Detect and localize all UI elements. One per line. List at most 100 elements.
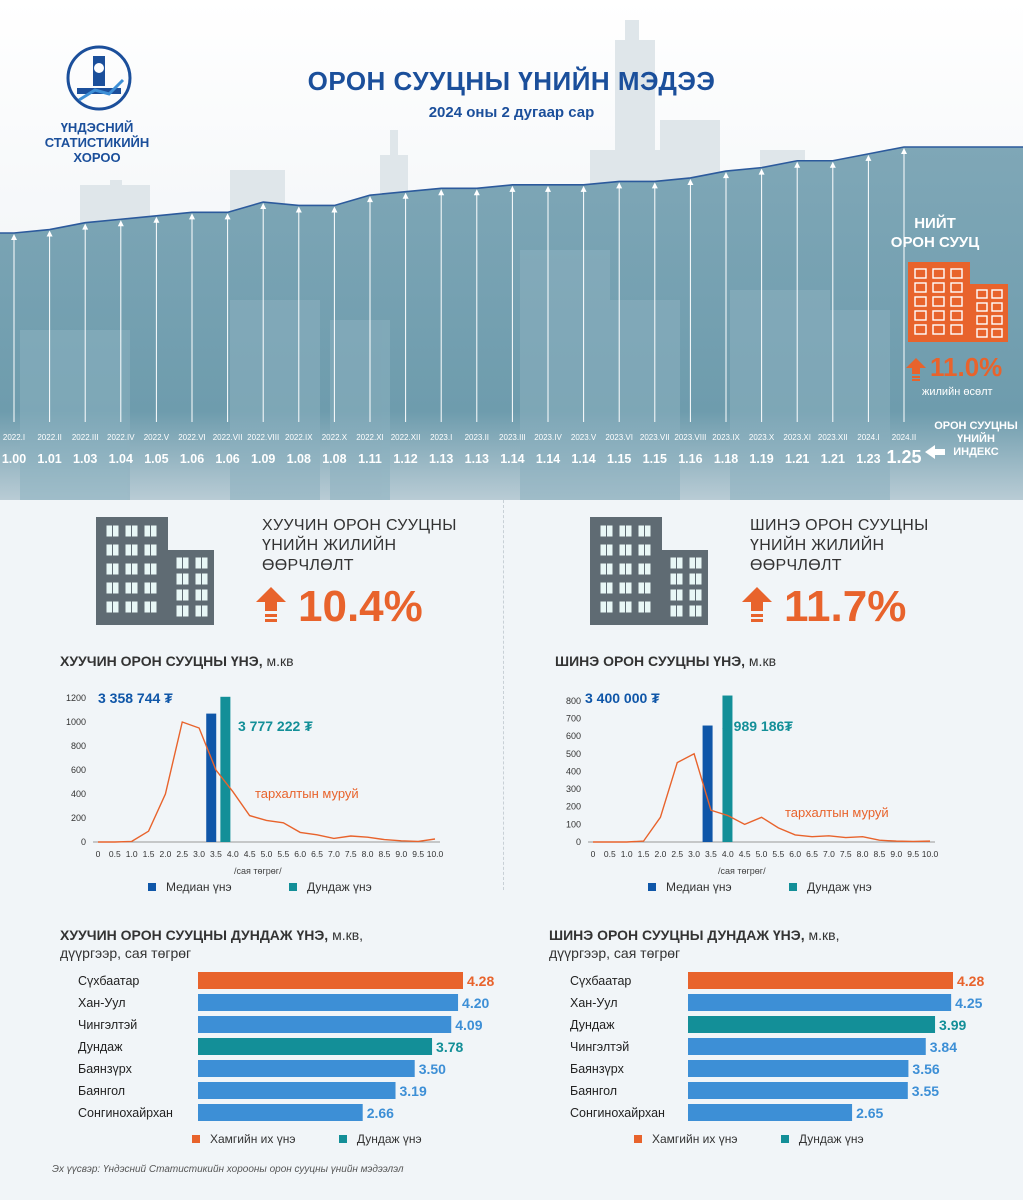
arrow-head-icon: [545, 185, 551, 192]
mean-bar: [722, 695, 733, 842]
index-value: 1.25: [886, 447, 921, 467]
window: [950, 310, 963, 321]
district-label: Хан-Уул: [570, 996, 618, 1010]
nso-logo-icon: [66, 45, 132, 111]
month-label: 2022.V: [144, 433, 170, 442]
old-change-title-line: ҮНИЙН ЖИЛИЙН: [262, 537, 397, 554]
month-label: 2022.XI: [356, 433, 384, 442]
district-label: Баянгол: [78, 1084, 125, 1098]
district-bar: [198, 994, 459, 1011]
old-change-title-line: ХУУЧИН ОРОН СУУЦНЫ: [262, 517, 457, 534]
x-tick-label: 1.5: [638, 849, 650, 859]
district-label: Сүхбаатар: [78, 974, 139, 988]
district-bar: [688, 972, 953, 989]
x-tick-label: 2.0: [654, 849, 666, 859]
mean-bar: [220, 696, 231, 842]
legend-avg: Дундаж үнэ: [356, 1132, 422, 1146]
column-divider: [503, 500, 504, 890]
x-tick-label: 7.0: [823, 849, 835, 859]
month-label: 2023.V: [571, 433, 597, 442]
month-label: 2023.X: [749, 433, 775, 442]
old-district-bar-chart: Сүхбаатар 4.28 Хан-Уул 4.20 Чингэлтэй 4.09 Дун…: [78, 972, 494, 1121]
x-tick-label: 8.0: [857, 849, 869, 859]
arrow-head-icon: [794, 161, 801, 168]
district-bar: [688, 1060, 909, 1077]
district-value: 4.25: [955, 995, 982, 1011]
y-tick-label: 200: [71, 813, 86, 823]
total-housing-title: НИЙТ ОРОН СУУЦ: [880, 214, 990, 252]
district-value: 2.66: [367, 1105, 394, 1121]
arrow-head-icon: [402, 192, 409, 199]
growth-arrow-icon: [906, 358, 926, 381]
index-value: 1.08: [322, 452, 346, 466]
new-district-title-text: ШИНЭ ОРОН СУУЦНЫ ДУНДАЖ ҮНЭ,: [549, 927, 805, 943]
skyline-background: 2022.I 2022.II 2022.III 2022.IV 2022.V 2022.V…: [0, 0, 1023, 500]
index-value: 1.13: [429, 452, 453, 466]
index-value: 1.06: [215, 452, 239, 466]
old-median-value: 3 358 744 ₮: [98, 690, 173, 706]
y-tick-label: 400: [71, 789, 86, 799]
x-tick-label: 4.5: [739, 849, 751, 859]
org-name: ҮНДЭСНИЙ СТАТИСТИКИЙН ХОРОО: [32, 120, 162, 165]
median-swatch: [148, 883, 156, 891]
old-building-icon: [96, 517, 214, 625]
old-price-title-text: ХУУЧИН ОРОН СУУЦНЫ ҮНЭ,: [60, 653, 263, 669]
window: [932, 282, 945, 293]
index-value: 1.21: [785, 452, 809, 466]
window: [950, 268, 963, 279]
legend-mean: Дундаж үнэ: [306, 880, 372, 894]
arrow-head-icon: [117, 220, 124, 227]
new-change-title: ШИНЭ ОРОН СУУЦНЫ ҮНИЙН ЖИЛИЙН ӨӨРЧЛӨЛТ: [750, 516, 929, 576]
index-arrows: [11, 148, 907, 422]
month-label: 2022.XII: [391, 433, 421, 442]
index-label-line: ҮНИЙН: [957, 433, 995, 445]
window: [976, 315, 988, 325]
x-tick-label: 9.5: [907, 849, 919, 859]
legend-mean: Дундаж үнэ: [806, 880, 872, 894]
header-banner: 2022.I 2022.II 2022.III 2022.IV 2022.V 2022.V…: [0, 0, 1023, 500]
window: [991, 289, 1003, 299]
org-name-line: ХОРОО: [73, 150, 121, 165]
index-values: 1.00 1.01 1.03 1.04 1.05 1.06 1.06 1.09 1.08 1.08…: [2, 447, 922, 467]
x-tick-label: 3.5: [210, 849, 222, 859]
district-value: 3.50: [419, 1061, 446, 1077]
window: [950, 282, 963, 293]
district-bar: [198, 1016, 452, 1033]
index-value: 1.21: [821, 452, 845, 466]
old-district-title-unit: м.кв,: [328, 927, 364, 943]
district-bar: [198, 972, 463, 989]
district-label: Сонгинохайрхан: [78, 1106, 173, 1120]
district-bar: [688, 994, 952, 1011]
window: [914, 324, 927, 335]
x-tick-label: 6.5: [806, 849, 818, 859]
window: [932, 324, 945, 335]
index-label-line: ИНДЕКС: [953, 446, 999, 458]
index-value: 1.04: [109, 452, 133, 466]
index-label-line: ОРОН СУУЦНЫ: [934, 420, 1018, 432]
month-label: 2023.III: [499, 433, 526, 442]
old-district-legend: Хамгийн их үнэ Дундаж үнэ: [192, 1132, 422, 1146]
max-swatch: [634, 1135, 642, 1143]
legend-max: Хамгийн их үнэ: [652, 1132, 738, 1146]
new-price-distribution-chart: 0 100 200 300 400 500 600 700 800 0 0.5 1.0 1.5 2.0 2.…: [566, 695, 939, 859]
y-tick-label: 600: [566, 731, 581, 741]
legend-median: Медиан үнэ: [166, 880, 232, 894]
y-tick-label: 1000: [66, 717, 86, 727]
new-price-title: ШИНЭ ОРОН СУУЦНЫ ҮНЭ, м.кв: [555, 652, 776, 670]
index-value: 1.19: [749, 452, 773, 466]
arrow-head-icon: [438, 189, 445, 196]
median-swatch: [648, 883, 656, 891]
district-value: 2.65: [856, 1105, 883, 1121]
y-tick-label: 700: [566, 713, 581, 723]
window: [991, 328, 1003, 338]
window: [932, 268, 945, 279]
org-name-line: СТАТИСТИКИЙН: [44, 135, 150, 150]
page-title: ОРОН СУУЦНЫ ҮНИЙН МЭДЭЭ: [307, 66, 716, 96]
x-tick-label: 9.0: [395, 849, 407, 859]
arrow-head-icon: [687, 178, 694, 185]
x-tick-label: 4.0: [722, 849, 734, 859]
old-district-title-text: ХУУЧИН ОРОН СУУЦНЫ ДУНДАЖ ҮНЭ,: [60, 927, 329, 943]
month-label: 2023.IV: [534, 433, 562, 442]
x-tick-label: 7.5: [840, 849, 852, 859]
index-value: 1.15: [643, 452, 667, 466]
